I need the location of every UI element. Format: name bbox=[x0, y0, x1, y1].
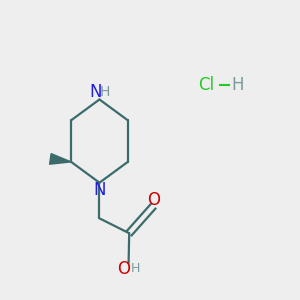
Text: N: N bbox=[94, 182, 106, 200]
Text: O: O bbox=[147, 191, 160, 209]
Text: N: N bbox=[90, 83, 102, 101]
Text: H: H bbox=[231, 76, 244, 94]
Text: H: H bbox=[130, 262, 140, 275]
Text: O: O bbox=[117, 260, 130, 278]
Text: Cl: Cl bbox=[198, 76, 214, 94]
Text: H: H bbox=[100, 85, 110, 99]
Polygon shape bbox=[50, 154, 71, 164]
